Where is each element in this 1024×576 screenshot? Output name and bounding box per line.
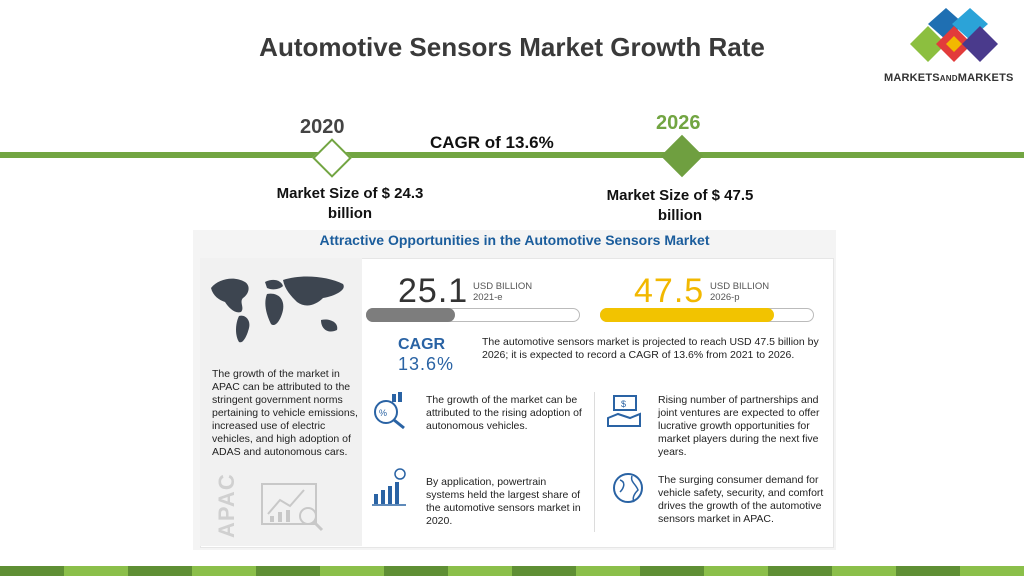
growth-analysis-icon: %	[374, 392, 405, 430]
footer-stripe	[256, 566, 320, 576]
footer-stripe	[896, 566, 960, 576]
projection-text: The automotive sensors market is project…	[482, 336, 819, 361]
logo-text: MARKETSANDMARKETS	[884, 72, 1014, 84]
insight-powertrain: By application, powertrain systems held …	[426, 476, 581, 527]
footer-stripe	[128, 566, 192, 576]
partnership-money-icon: $	[607, 395, 641, 427]
footer-stripe	[832, 566, 896, 576]
world-map-icon	[211, 276, 344, 343]
analytics-chart-icon	[261, 483, 324, 532]
page-title: Automotive Sensors Market Growth Rate	[259, 32, 765, 62]
bar-growth-icon	[372, 468, 406, 506]
unit-2021: USD BILLION 2021-e	[473, 281, 533, 303]
column-divider	[594, 392, 595, 532]
svg-text:$: $	[621, 399, 626, 409]
apac-description: The growth of the market in APAC can be …	[212, 368, 358, 458]
footer-stripe	[640, 566, 704, 576]
value-2021: 25.1	[398, 272, 469, 310]
footer-stripe	[768, 566, 832, 576]
footer-stripe	[192, 566, 256, 576]
start-year: 2020	[300, 116, 345, 138]
bar-2021-fill	[366, 308, 455, 322]
unit-2026: USD BILLION 2026-p	[710, 281, 770, 303]
end-market-size: Market Size of $ 47.5 billion	[606, 187, 754, 224]
end-year: 2026	[656, 112, 701, 134]
footer-stripe	[704, 566, 768, 576]
insight-partnerships: Rising number of partnerships and joint …	[658, 394, 820, 458]
svg-text:%: %	[379, 408, 387, 418]
insight-autonomous: The growth of the market can be attribut…	[426, 394, 582, 432]
cagr-word: CAGR	[398, 336, 446, 353]
cagr-value: 13.6%	[398, 354, 455, 374]
bar-2026-fill	[600, 308, 774, 322]
globe-icon	[613, 473, 643, 503]
panel-title: Attractive Opportunities in the Automoti…	[319, 232, 710, 248]
insight-consumer-demand: The surging consumer demand for vehicle …	[658, 474, 824, 525]
start-market-size: Market Size of $ 24.3 billion	[276, 185, 424, 222]
end-diamond-icon	[660, 134, 704, 178]
footer-stripe	[384, 566, 448, 576]
footer-stripe	[0, 566, 64, 576]
value-2026: 47.5	[634, 272, 705, 310]
footer-stripe	[512, 566, 576, 576]
start-diamond-icon	[312, 138, 352, 178]
footer-stripe	[960, 566, 1024, 576]
footer-stripes	[0, 566, 1024, 576]
cagr-label: CAGR of 13.6%	[430, 133, 554, 152]
footer-stripe	[320, 566, 384, 576]
footer-stripe	[64, 566, 128, 576]
timeline-line	[0, 152, 1024, 158]
markets-logo-icon	[910, 8, 998, 62]
apac-label: APAC	[214, 473, 239, 538]
footer-stripe	[576, 566, 640, 576]
footer-stripe	[448, 566, 512, 576]
